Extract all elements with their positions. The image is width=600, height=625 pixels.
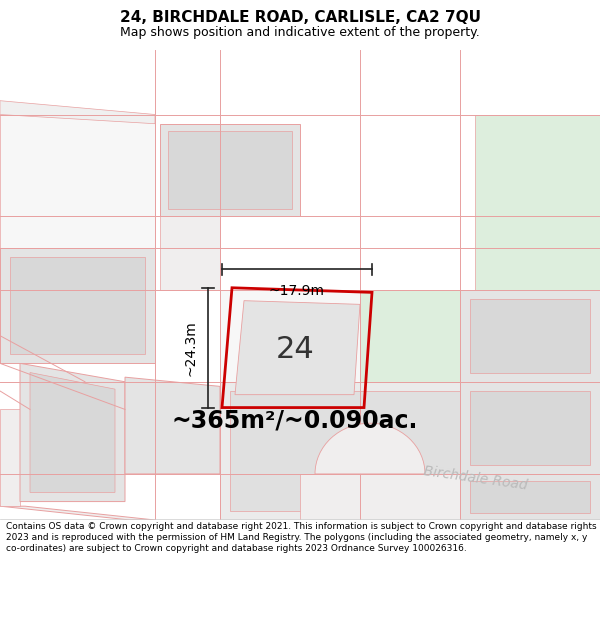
Polygon shape [20, 363, 125, 502]
Polygon shape [460, 289, 600, 382]
Text: Contains OS data © Crown copyright and database right 2021. This information is : Contains OS data © Crown copyright and d… [6, 522, 596, 553]
Text: 24: 24 [275, 335, 314, 364]
Polygon shape [30, 372, 115, 493]
Text: ~24.3m: ~24.3m [184, 320, 198, 376]
Text: Birchdale Road: Birchdale Road [422, 464, 528, 492]
Polygon shape [470, 391, 590, 465]
Text: ~365m²/~0.090ac.: ~365m²/~0.090ac. [172, 409, 418, 432]
Polygon shape [475, 114, 600, 289]
Polygon shape [360, 289, 600, 382]
Polygon shape [0, 101, 155, 124]
Wedge shape [315, 423, 425, 474]
Polygon shape [0, 409, 20, 506]
Polygon shape [460, 474, 600, 520]
Polygon shape [235, 301, 360, 394]
Polygon shape [125, 377, 220, 474]
Polygon shape [168, 131, 292, 209]
Polygon shape [300, 474, 460, 520]
Polygon shape [220, 289, 600, 520]
Polygon shape [230, 391, 590, 511]
Polygon shape [0, 506, 155, 520]
Polygon shape [220, 382, 600, 520]
Text: Map shows position and indicative extent of the property.: Map shows position and indicative extent… [120, 26, 480, 39]
Polygon shape [10, 258, 145, 354]
Polygon shape [460, 382, 600, 474]
Polygon shape [470, 299, 590, 372]
Polygon shape [470, 481, 590, 512]
Text: ~17.9m: ~17.9m [269, 284, 325, 298]
Polygon shape [160, 124, 300, 216]
Polygon shape [0, 114, 155, 248]
Polygon shape [160, 216, 220, 289]
Text: 24, BIRCHDALE ROAD, CARLISLE, CA2 7QU: 24, BIRCHDALE ROAD, CARLISLE, CA2 7QU [119, 10, 481, 25]
Polygon shape [0, 248, 155, 363]
